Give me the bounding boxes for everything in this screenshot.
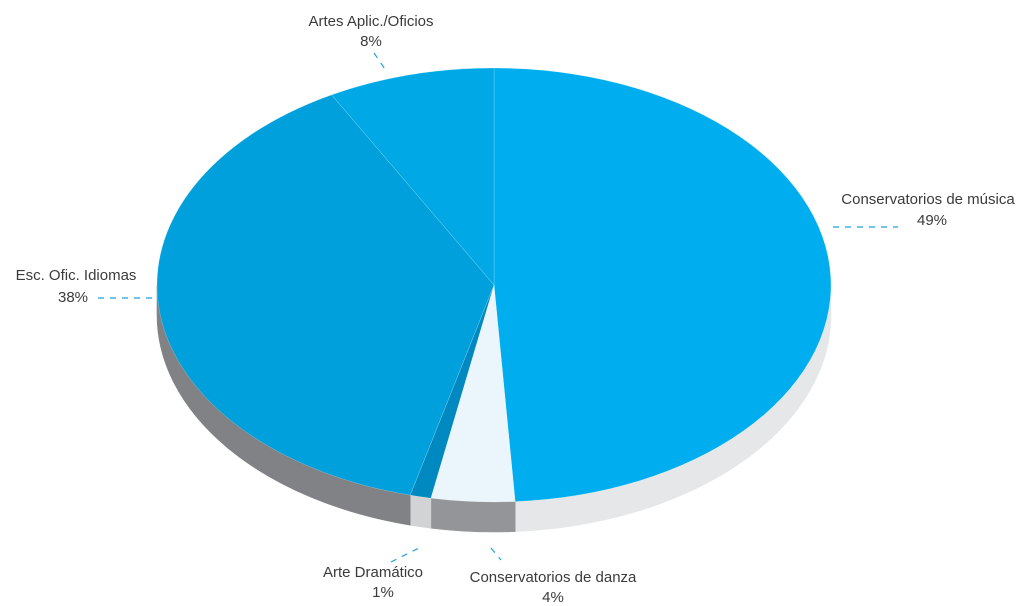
pie-sides	[156, 284, 832, 533]
slice-name: Esc. Ofic. Idiomas	[16, 267, 137, 284]
leader-arte-dramatico	[390, 546, 422, 563]
slice-name: Arte Dramático	[323, 564, 423, 581]
leader-artes-aplic-oficios	[373, 52, 388, 73]
slice-name: Artes Aplic./Oficios	[308, 13, 433, 30]
slice-side-conservatorios-de-danza	[430, 497, 516, 533]
slice-name: Conservatorios de música	[841, 191, 1015, 208]
slice-value: 1%	[372, 584, 394, 601]
slice-label-esc-ofic-idiomas: Esc. Ofic. Idiomas 38%	[16, 267, 137, 306]
slice-esc-ofic-idiomas	[156, 94, 495, 496]
slice-value: 49%	[917, 212, 947, 229]
slice-artes-aplic-oficios	[331, 67, 495, 286]
slice-name: Conservatorios de danza	[470, 569, 637, 586]
slice-label-artes-aplic-oficios: Artes Aplic./Oficios 8%	[308, 13, 433, 50]
slice-label-conservatorios-musica: Conservatorios de música 49%	[841, 191, 1015, 229]
slice-conservatorios-de-danza	[430, 284, 516, 503]
leader-lines	[98, 52, 898, 563]
pie-tops	[156, 67, 832, 503]
slice-side-arte-dramatico	[409, 494, 432, 529]
slice-conservatorios-de-musica	[493, 67, 832, 502]
slice-value: 8%	[360, 33, 382, 50]
slice-label-conservatorios-danza: Conservatorios de danza 4%	[470, 569, 637, 606]
slice-value: 4%	[542, 589, 564, 606]
slice-side-esc-ofic-idiomas	[156, 284, 411, 526]
slice-arte-dramatico	[409, 284, 495, 499]
slice-value: 38%	[58, 289, 88, 306]
leader-conservatorios-danza	[490, 547, 502, 561]
slice-label-arte-dramatico: Arte Dramático 1%	[323, 564, 423, 601]
